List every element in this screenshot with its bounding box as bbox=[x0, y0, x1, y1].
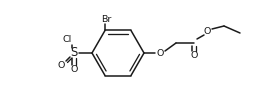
Text: O: O bbox=[156, 49, 164, 57]
Text: O: O bbox=[203, 26, 211, 36]
Text: O: O bbox=[190, 52, 198, 61]
Text: O: O bbox=[70, 66, 78, 75]
Text: Cl: Cl bbox=[62, 36, 72, 45]
Text: S: S bbox=[70, 47, 78, 59]
Text: O: O bbox=[57, 61, 65, 70]
Text: Br: Br bbox=[101, 15, 111, 24]
